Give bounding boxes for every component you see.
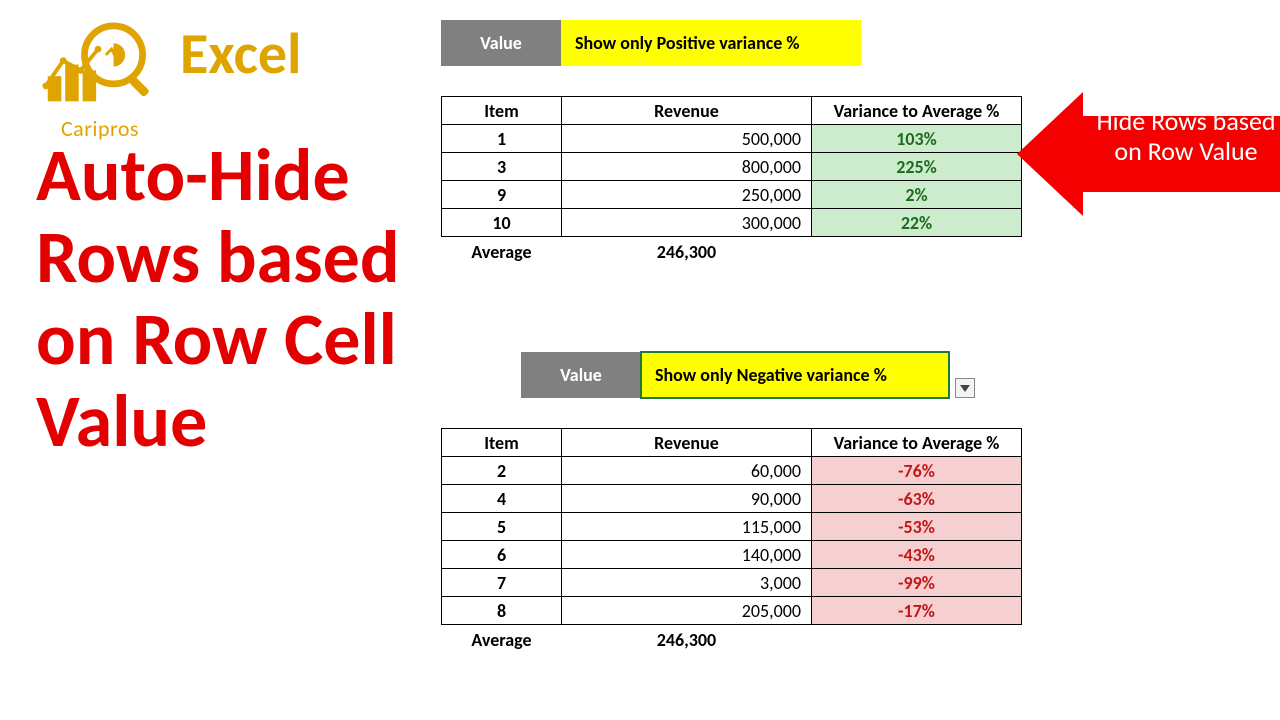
table-header-row: Item Revenue Variance to Average % bbox=[442, 429, 1022, 457]
cell-revenue: 300,000 bbox=[562, 209, 812, 237]
col-variance: Variance to Average % bbox=[812, 429, 1022, 457]
cell-variance: -63% bbox=[812, 485, 1022, 513]
negative-table: Item Revenue Variance to Average % 260,0… bbox=[441, 428, 1022, 653]
cell-variance: -76% bbox=[812, 457, 1022, 485]
col-item: Item bbox=[442, 97, 562, 125]
page-title: Auto-Hide Rows based on Row Cell Value bbox=[36, 134, 406, 462]
table-row[interactable]: 10300,00022% bbox=[442, 209, 1022, 237]
cell-item: 5 bbox=[442, 513, 562, 541]
cell-variance: -99% bbox=[812, 569, 1022, 597]
right-area: Value Show only Positive variance % Item… bbox=[415, 0, 1280, 720]
cell-revenue: 115,000 bbox=[562, 513, 812, 541]
cell-item: 9 bbox=[442, 181, 562, 209]
col-variance: Variance to Average % bbox=[812, 97, 1022, 125]
cell-revenue: 60,000 bbox=[562, 457, 812, 485]
col-item: Item bbox=[442, 429, 562, 457]
table-row[interactable]: 1500,000103% bbox=[442, 125, 1022, 153]
filter-label: Value bbox=[441, 20, 561, 66]
left-panel: Caripros Excel Auto-Hide Rows based on R… bbox=[0, 0, 415, 720]
app-name-label: Excel bbox=[180, 18, 301, 89]
average-row: Average 246,300 bbox=[442, 237, 1022, 266]
average-row: Average 246,300 bbox=[442, 625, 1022, 654]
cell-revenue: 500,000 bbox=[562, 125, 812, 153]
table-row[interactable]: 3800,000225% bbox=[442, 153, 1022, 181]
cell-variance: 22% bbox=[812, 209, 1022, 237]
filter-row-positive: Value Show only Positive variance % bbox=[441, 20, 861, 66]
cell-item: 6 bbox=[442, 541, 562, 569]
average-value: 246,300 bbox=[562, 237, 812, 266]
average-label: Average bbox=[442, 237, 562, 266]
filter-label: Value bbox=[521, 352, 641, 398]
average-label: Average bbox=[442, 625, 562, 654]
table-row[interactable]: 9250,0002% bbox=[442, 181, 1022, 209]
cell-item: 8 bbox=[442, 597, 562, 625]
caripros-logo-icon bbox=[40, 22, 160, 111]
col-revenue: Revenue bbox=[562, 429, 812, 457]
callout-text: Hide Rows based on Row Value bbox=[1089, 106, 1280, 166]
cell-revenue: 800,000 bbox=[562, 153, 812, 181]
cell-revenue: 140,000 bbox=[562, 541, 812, 569]
cell-variance: -53% bbox=[812, 513, 1022, 541]
cell-revenue: 250,000 bbox=[562, 181, 812, 209]
cell-variance: 225% bbox=[812, 153, 1022, 181]
cell-item: 7 bbox=[442, 569, 562, 597]
cell-item: 10 bbox=[442, 209, 562, 237]
dropdown-handle-icon[interactable] bbox=[955, 378, 975, 398]
table-row[interactable]: 8205,000-17% bbox=[442, 597, 1022, 625]
cell-item: 2 bbox=[442, 457, 562, 485]
cell-item: 4 bbox=[442, 485, 562, 513]
callout-arrow: Hide Rows based on Row Value bbox=[1017, 92, 1280, 216]
filter-value-negative[interactable]: Show only Negative variance % bbox=[641, 352, 949, 398]
cell-item: 1 bbox=[442, 125, 562, 153]
cell-revenue: 90,000 bbox=[562, 485, 812, 513]
filter-row-negative: Value Show only Negative variance % bbox=[521, 352, 949, 398]
cell-variance: 2% bbox=[812, 181, 1022, 209]
cell-revenue: 205,000 bbox=[562, 597, 812, 625]
cell-item: 3 bbox=[442, 153, 562, 181]
average-value: 246,300 bbox=[562, 625, 812, 654]
col-revenue: Revenue bbox=[562, 97, 812, 125]
table-row[interactable]: 490,000-63% bbox=[442, 485, 1022, 513]
positive-table: Item Revenue Variance to Average % 1500,… bbox=[441, 96, 1022, 265]
table-header-row: Item Revenue Variance to Average % bbox=[442, 97, 1022, 125]
cell-variance: 103% bbox=[812, 125, 1022, 153]
cell-variance: -17% bbox=[812, 597, 1022, 625]
table-row[interactable]: 73,000-99% bbox=[442, 569, 1022, 597]
filter-value-positive[interactable]: Show only Positive variance % bbox=[561, 20, 861, 66]
table-row[interactable]: 5115,000-53% bbox=[442, 513, 1022, 541]
brand-logo: Caripros bbox=[30, 22, 170, 142]
table-row[interactable]: 260,000-76% bbox=[442, 457, 1022, 485]
cell-variance: -43% bbox=[812, 541, 1022, 569]
table-row[interactable]: 6140,000-43% bbox=[442, 541, 1022, 569]
cell-revenue: 3,000 bbox=[562, 569, 812, 597]
